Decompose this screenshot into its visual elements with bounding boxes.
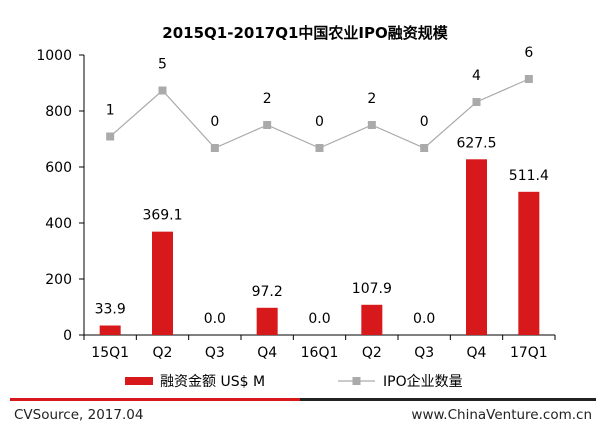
bar-value-label: 0.0 [413,311,435,327]
line-marker [472,98,481,106]
x-tick-label: 16Q1 [301,345,339,361]
x-tick-label: Q2 [153,345,173,361]
bar-value-label: 33.9 [95,302,126,318]
line-value-label: 6 [524,45,533,61]
bar [99,325,121,335]
line-marker [210,144,219,152]
legend: 融资金额 US$ M IPO企业数量 [125,373,463,390]
x-tick-label: Q3 [205,345,225,361]
line-value-label: 4 [472,68,481,84]
legend-label-bars: 融资金额 US$ M [160,374,265,390]
y-tick-label: 800 [45,104,72,120]
footer-divider-red [10,398,300,401]
line-marker [158,86,167,95]
line-marker [315,144,324,152]
source-text: CVSource, 2017.04 [14,407,144,423]
bar [466,159,487,335]
bar-value-label: 107.9 [352,281,392,297]
bar-series: 33.9 369.1 0.0 97.2 0.0 107.9 0.0 627.5 511.4 [95,135,549,335]
x-tick-label: Q4 [257,345,277,361]
x-tick-label: Q2 [362,345,382,361]
line-marker [367,121,376,129]
x-tick-label: Q4 [467,345,487,361]
bar-value-label: 627.5 [456,135,496,151]
line-marker [524,75,533,83]
line-value-label: 5 [158,57,167,73]
bar [518,191,540,335]
footer-divider-dark [300,398,596,401]
line-value-label: 0 [210,114,219,130]
y-tick-label: 200 [45,272,72,288]
line-value-label: 1 [106,103,115,119]
line-value-label: 2 [263,91,272,107]
x-tick-label: Q3 [414,345,434,361]
bar-value-label: 369.1 [142,208,182,224]
bar-value-label: 0.0 [204,311,226,327]
x-axis: 15Q1 Q2 Q3 Q4 16Q1 Q2 Q3 Q4 17Q1 [83,334,556,361]
bar [152,231,173,335]
legend-swatch-bars [125,377,153,385]
line-marker [106,132,115,141]
line-value-label: 0 [420,114,429,130]
y-tick-label: 1000 [36,48,72,64]
website-text: www.ChinaVenture.com.cn [411,407,592,423]
line-series: 1 5 0 2 0 2 0 4 6 [106,45,533,152]
line-value-label: 2 [367,91,376,107]
line-marker [263,121,272,129]
y-tick-label: 400 [45,216,72,232]
bar [256,307,278,335]
y-tick-label: 600 [45,160,72,176]
chart-title: 2015Q1-2017Q1中国农业IPO融资规模 [162,24,448,42]
line-marker [420,144,429,152]
legend-swatch-marker [352,377,361,385]
y-tick-label: 0 [63,328,72,344]
bar [361,304,383,335]
bar-value-label: 0.0 [308,311,330,327]
bar-value-label: 511.4 [509,168,549,184]
x-tick-label: 15Q1 [91,345,129,361]
y-axis: 0 200 400 600 800 1000 [36,48,85,344]
x-tick-label: 17Q1 [510,345,548,361]
legend-label-line: IPO企业数量 [383,373,463,390]
line-value-label: 0 [315,114,324,130]
bar-value-label: 97.2 [252,284,283,300]
